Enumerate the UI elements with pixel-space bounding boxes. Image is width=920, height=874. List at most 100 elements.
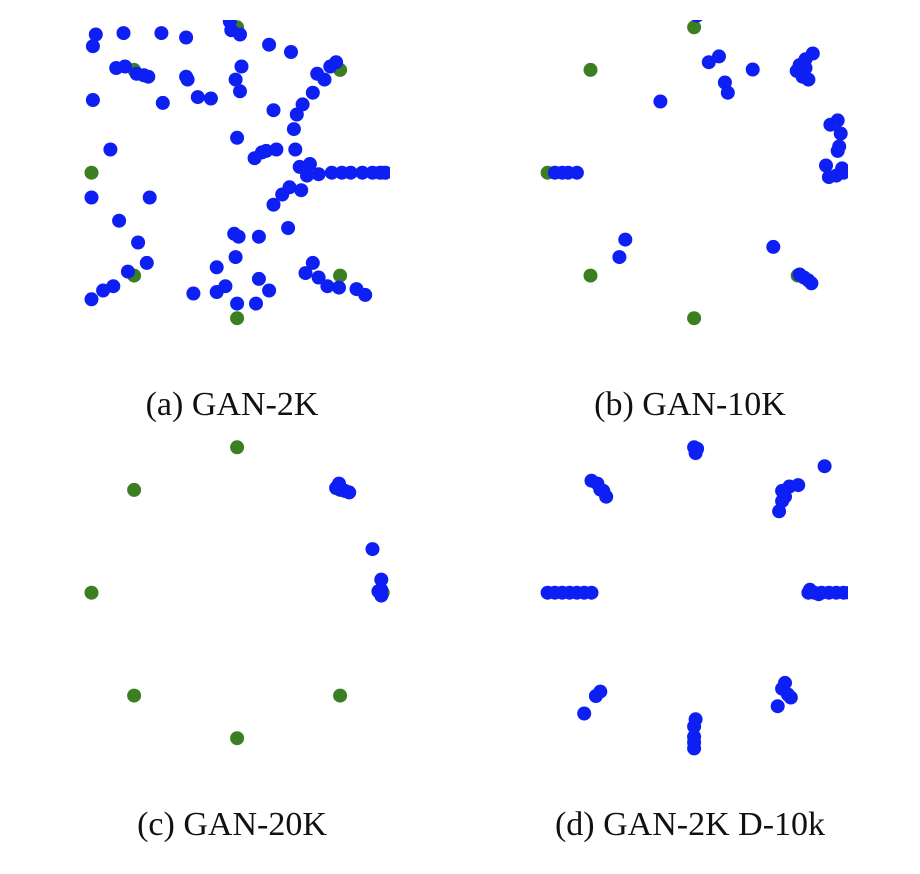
generated-sample-point: [305, 255, 320, 270]
generated-sample-point: [259, 143, 274, 158]
generated-sample-point: [311, 167, 326, 182]
scatter-panel-b: [530, 20, 848, 340]
scatter-panel-c: [74, 440, 390, 760]
generated-sample-point: [251, 271, 266, 286]
scatter-plot-a: [84, 20, 390, 326]
generated-sample-point: [343, 165, 358, 180]
real-data-point: [687, 311, 702, 326]
generated-sample-point: [85, 93, 100, 107]
generated-sample-point: [179, 30, 194, 45]
caption-b: (b) GAN-10K: [594, 386, 786, 423]
generated-sample-point: [190, 90, 205, 105]
generated-sample-point: [789, 63, 804, 78]
generated-sample-point: [584, 585, 599, 600]
generated-sample-point: [766, 239, 781, 254]
real-data-point: [230, 731, 245, 746]
generated-sample-point: [88, 27, 103, 42]
generated-sample-point: [262, 283, 277, 298]
real-data-point: [333, 688, 348, 703]
generated-sample-point: [819, 158, 833, 173]
real-data-point: [583, 268, 598, 283]
scatter-panel-d: [530, 440, 848, 760]
generated-sample-point: [85, 39, 100, 54]
generated-sample-point: [805, 46, 820, 61]
generated-sample-point: [374, 572, 389, 587]
generated-sample-point: [298, 266, 313, 281]
generated-sample-point: [358, 287, 373, 302]
real-data-point: [230, 311, 245, 326]
real-data-point: [687, 20, 702, 35]
generated-sample-point: [355, 165, 370, 180]
generated-sample-point: [203, 91, 218, 106]
real-data-point: [333, 268, 348, 283]
generated-sample-point: [317, 72, 332, 87]
generated-sample-point: [266, 197, 281, 212]
generated-sample-point: [612, 250, 627, 265]
generated-sample-point: [791, 478, 806, 493]
generated-sample-point: [118, 59, 132, 74]
real-data-point: [84, 165, 99, 180]
generated-sample-point: [778, 675, 792, 690]
generated-sample-point: [275, 187, 290, 202]
real-data-point: [127, 688, 142, 703]
generated-sample-point: [687, 741, 702, 756]
generated-sample-point: [116, 26, 131, 41]
generated-sample-point: [302, 157, 317, 171]
generated-sample-point: [209, 260, 224, 275]
generated-sample-point: [139, 255, 154, 270]
generated-sample-point: [690, 441, 705, 456]
real-data-point: [583, 62, 598, 77]
generated-sample-point: [332, 280, 346, 295]
generated-sample-point: [294, 183, 309, 198]
generated-sample-point: [103, 142, 118, 157]
generated-sample-point: [596, 483, 611, 498]
generated-sample-point: [131, 235, 146, 250]
generated-sample-point: [233, 84, 247, 99]
generated-sample-point: [120, 264, 135, 279]
generated-sample-point: [186, 286, 201, 301]
generated-sample-point: [712, 49, 726, 64]
generated-sample-point: [84, 292, 99, 307]
generated-sample-point: [365, 542, 380, 557]
generated-sample-point: [231, 229, 246, 244]
generated-sample-point: [284, 45, 298, 59]
generated-sample-point: [84, 190, 99, 205]
generated-sample-point: [112, 213, 127, 228]
generated-sample-point: [180, 72, 195, 87]
generated-sample-point: [311, 270, 326, 285]
generated-sample-point: [842, 585, 848, 600]
generated-sample-point: [772, 504, 787, 519]
generated-sample-point: [142, 190, 157, 205]
generated-sample-point: [821, 170, 836, 185]
generated-sample-point: [281, 221, 296, 235]
generated-sample-point: [286, 122, 301, 137]
generated-sample-point: [836, 165, 848, 180]
generated-sample-point: [305, 85, 320, 100]
generated-sample-point: [804, 276, 819, 291]
generated-sample-point: [266, 103, 281, 118]
real-data-point: [84, 585, 99, 600]
generated-sample-point: [832, 139, 847, 154]
scatter-plot-c: [84, 440, 390, 746]
generated-sample-point: [247, 151, 262, 166]
caption-d: (d) GAN-2K D-10k: [554, 806, 826, 843]
generated-sample-point: [288, 142, 303, 157]
generated-sample-point: [770, 699, 785, 714]
generated-sample-point: [154, 26, 169, 41]
generated-sample-point: [688, 712, 703, 727]
generated-sample-point: [233, 27, 247, 42]
generated-sample-point: [289, 107, 304, 122]
generated-sample-point: [802, 582, 817, 597]
real-data-point: [230, 440, 245, 455]
generated-sample-point: [329, 55, 344, 70]
scatter-panel-a: [74, 20, 390, 340]
real-data-point: [127, 482, 142, 497]
scatter-plot-d: [540, 440, 848, 756]
generated-sample-point: [833, 126, 848, 141]
generated-sample-point: [228, 72, 243, 87]
generated-sample-point: [249, 296, 263, 311]
generated-sample-point: [618, 232, 633, 247]
caption-c: (c) GAN-20K: [137, 806, 327, 843]
generated-sample-point: [371, 584, 386, 599]
generated-sample-point: [209, 285, 224, 299]
